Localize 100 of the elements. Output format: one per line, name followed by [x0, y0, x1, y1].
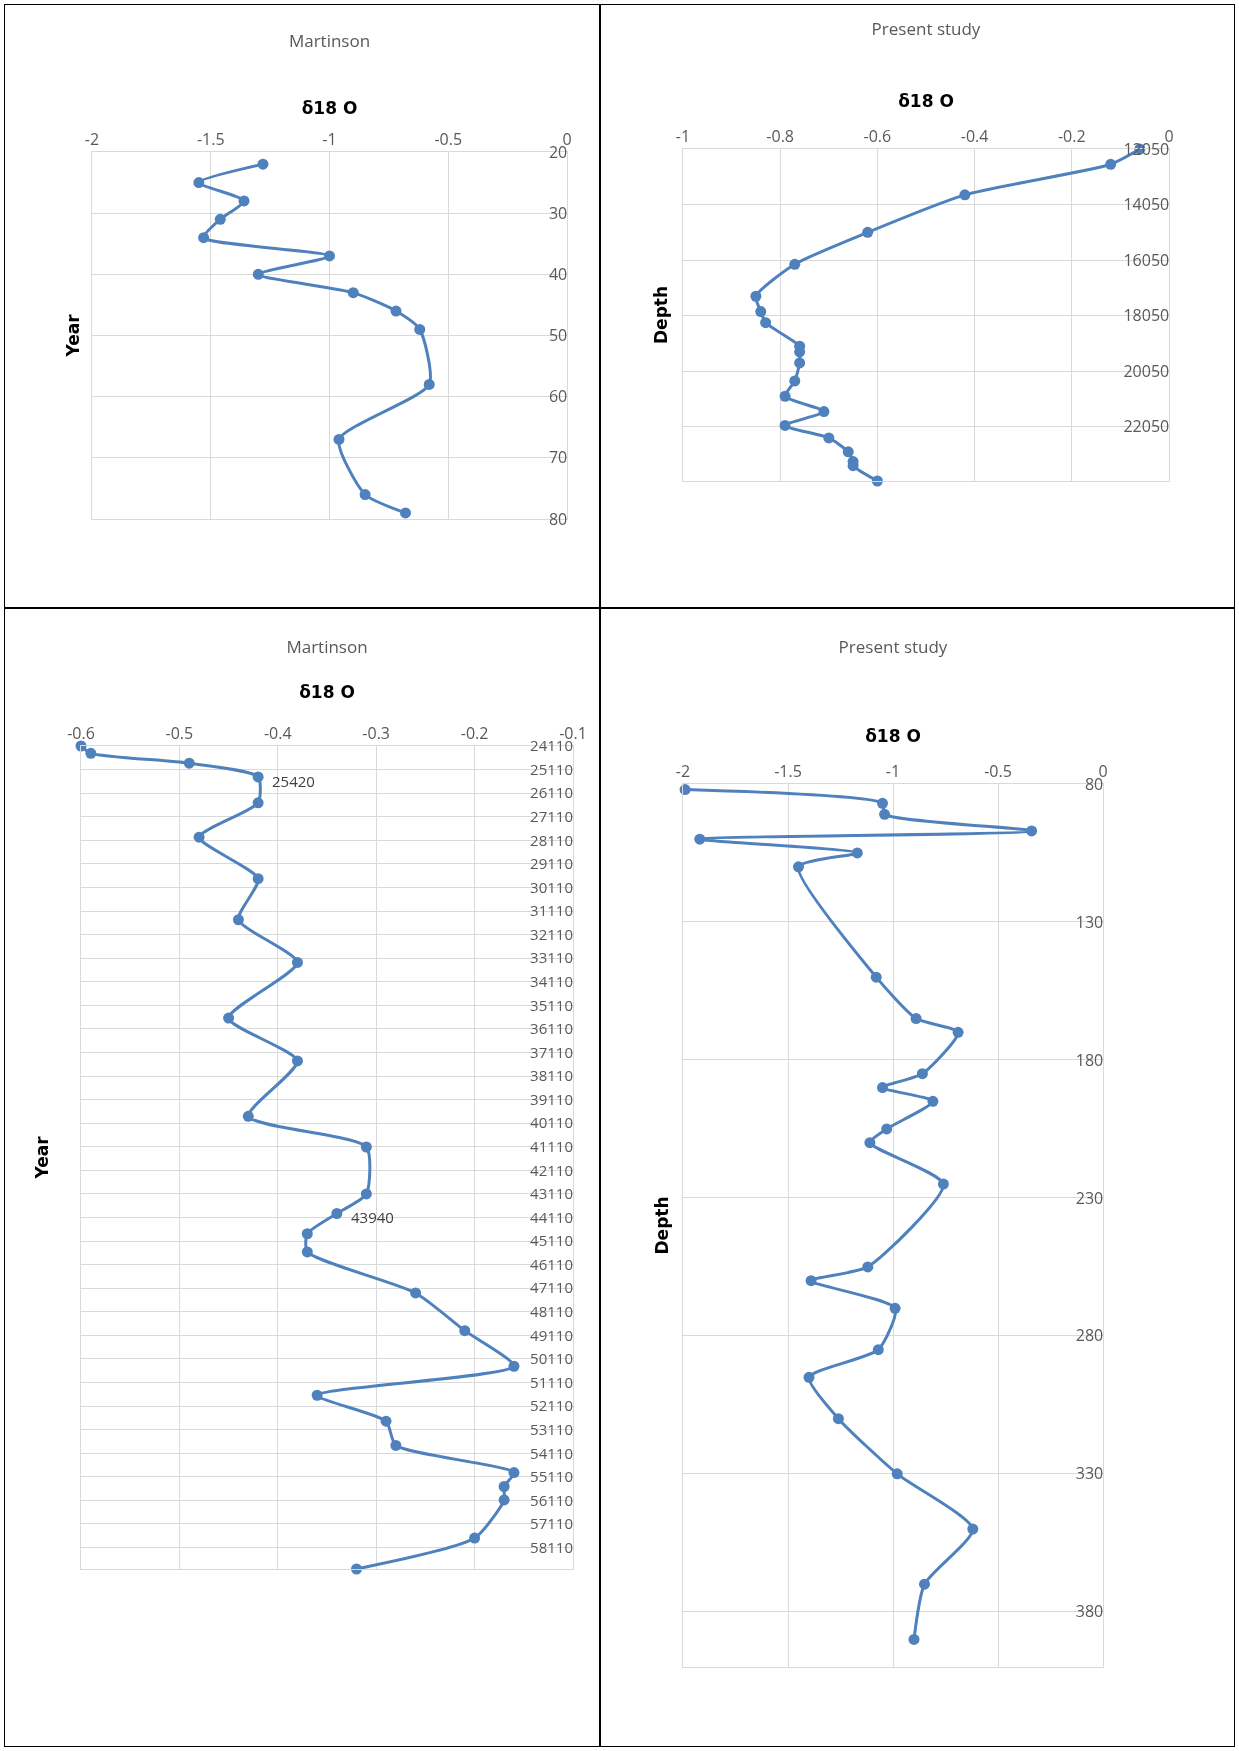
- point: [242, 1110, 254, 1122]
- x-tick-label: -0.4: [960, 124, 989, 147]
- point: [380, 1415, 392, 1427]
- x-axis-title: δ18 O: [301, 98, 358, 119]
- y-tick-label: 52110: [530, 1395, 573, 1416]
- y-tick-label: 70: [548, 446, 568, 469]
- point: [891, 1468, 903, 1480]
- point: [291, 956, 303, 968]
- x-tick-label: -2: [84, 127, 100, 150]
- point: [1105, 158, 1117, 170]
- y-tick-label: 80: [548, 507, 568, 530]
- y-tick-label: 56110: [530, 1489, 573, 1510]
- point: [789, 258, 801, 270]
- y-tick-label: 45110: [530, 1230, 573, 1251]
- point: [311, 1389, 323, 1401]
- y-axis-title: Depth: [651, 285, 671, 344]
- x-axis-title: δ18 O: [898, 91, 954, 112]
- y-tick-label: 18050: [1123, 304, 1170, 327]
- x-tick-label: -0.6: [863, 124, 892, 147]
- point: [232, 914, 244, 926]
- y-tick-label: 38110: [530, 1065, 573, 1086]
- y-tick-label: 58110: [530, 1536, 573, 1557]
- x-tick-label: -0.2: [1057, 124, 1086, 147]
- point: [360, 1141, 372, 1153]
- point: [803, 1371, 815, 1383]
- point: [881, 1123, 893, 1135]
- y-tick-label: 31110: [530, 900, 573, 921]
- point: [959, 189, 971, 201]
- point: [291, 1055, 303, 1067]
- y-tick-label: 49110: [530, 1324, 573, 1345]
- point: [794, 357, 806, 369]
- x-tick-label: -1.5: [774, 759, 802, 782]
- point: [755, 306, 767, 318]
- y-tick-label: 57110: [530, 1513, 573, 1534]
- point: [1026, 825, 1038, 837]
- y-tick-label: 40: [548, 262, 568, 285]
- y-tick-label: 50110: [530, 1348, 573, 1369]
- y-tick-label: 34110: [530, 971, 573, 991]
- point: [257, 158, 269, 170]
- point: [400, 507, 411, 519]
- x-tick-label: -1: [322, 127, 337, 150]
- y-tick-label: 32110: [530, 923, 573, 944]
- point: [750, 290, 762, 302]
- point: [498, 1480, 510, 1492]
- y-tick-label: 380: [1075, 1600, 1104, 1623]
- y-tick-label: 43110: [530, 1183, 573, 1204]
- x-tick-label: -1: [675, 124, 691, 147]
- y-tick-label: 37110: [530, 1041, 573, 1062]
- y-tick-label: 26110: [530, 782, 573, 803]
- point: [193, 831, 205, 843]
- x-tick-label: -0.8: [766, 124, 795, 147]
- x-axis-title: δ18 O: [299, 682, 355, 703]
- y-tick-label: 30110: [530, 876, 573, 897]
- point: [779, 419, 791, 431]
- x-tick-label: -0.5: [165, 721, 194, 744]
- point: [872, 1344, 884, 1356]
- point: [498, 1494, 510, 1506]
- point: [347, 287, 359, 299]
- y-tick-label: 47110: [530, 1277, 573, 1298]
- y-tick-label: 230: [1075, 1186, 1104, 1209]
- y-tick-label: 130: [1075, 910, 1104, 933]
- point: [862, 226, 874, 238]
- y-tick-label: 44110: [530, 1206, 573, 1227]
- point: [193, 177, 205, 189]
- y-tick-label: 28110: [530, 829, 573, 850]
- point: [508, 1360, 520, 1372]
- y-tick-label: 25110: [530, 758, 573, 779]
- y-tick-label: 50: [548, 324, 568, 347]
- chart-title: Martinson: [288, 28, 371, 52]
- point: [832, 1413, 844, 1425]
- point: [423, 378, 435, 390]
- y-tick-label: 16050: [1123, 248, 1170, 271]
- y-tick-label: 35110: [530, 994, 573, 1015]
- point: [760, 317, 772, 329]
- point: [952, 1026, 964, 1038]
- point: [805, 1275, 817, 1287]
- x-tick-label: -2: [675, 759, 691, 782]
- x-tick-label: -1: [885, 759, 901, 782]
- point: [910, 1013, 922, 1025]
- point: [851, 847, 863, 859]
- point: [360, 1188, 372, 1200]
- point: [916, 1068, 928, 1080]
- annotation: 25420: [272, 771, 315, 791]
- point: [410, 1287, 422, 1299]
- y-tick-label: 36110: [530, 1018, 573, 1039]
- point: [879, 808, 891, 820]
- y-tick-label: 280: [1075, 1324, 1104, 1347]
- point: [789, 375, 801, 387]
- y-tick-label: 46110: [530, 1253, 573, 1274]
- point: [252, 873, 264, 885]
- point: [877, 797, 888, 809]
- point: [85, 747, 97, 759]
- point: [183, 757, 195, 769]
- y-axis-title: Year: [62, 313, 83, 358]
- x-tick-label: -0.4: [263, 721, 292, 744]
- point: [252, 268, 264, 280]
- chart-title: Present study: [871, 16, 981, 40]
- x-tick-label: -0.5: [434, 127, 463, 150]
- y-tick-label: 20050: [1123, 359, 1170, 382]
- point: [818, 406, 830, 418]
